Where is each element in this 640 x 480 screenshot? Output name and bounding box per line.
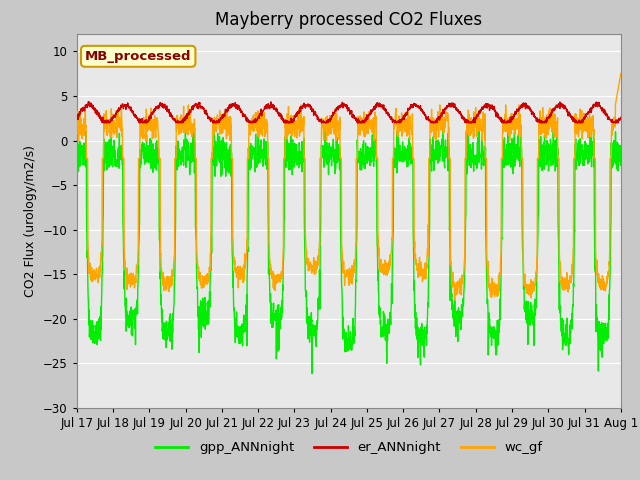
Title: Mayberry processed CO2 Fluxes: Mayberry processed CO2 Fluxes	[215, 11, 483, 29]
Y-axis label: CO2 Flux (urology/m2/s): CO2 Flux (urology/m2/s)	[24, 145, 38, 297]
Text: MB_processed: MB_processed	[85, 50, 191, 63]
Legend: gpp_ANNnight, er_ANNnight, wc_gf: gpp_ANNnight, er_ANNnight, wc_gf	[150, 436, 548, 459]
